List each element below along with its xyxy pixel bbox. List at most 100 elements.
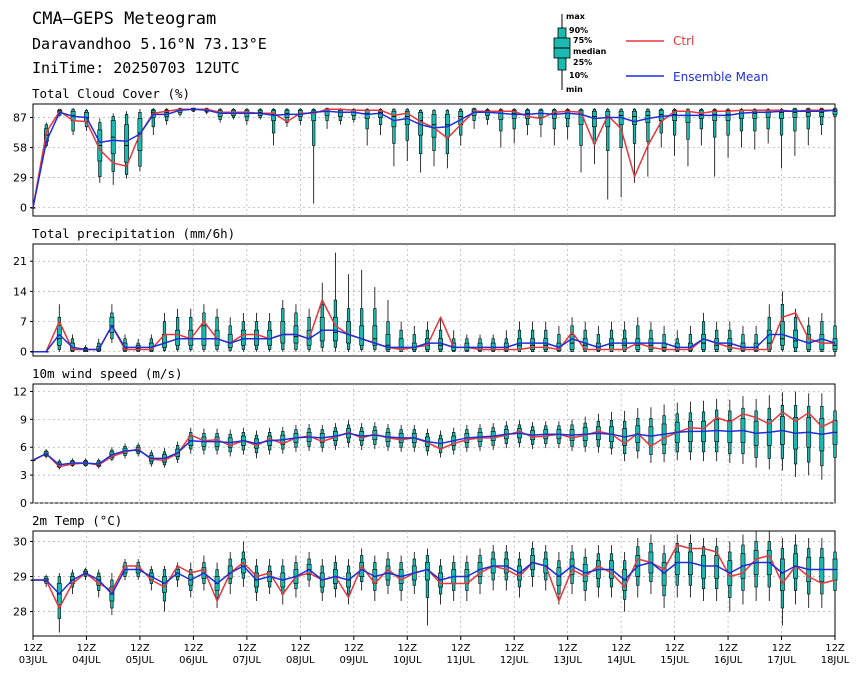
ensemble-box: [438, 317, 443, 352]
box-p25-p75: [780, 558, 785, 591]
box-p10-p90: [686, 108, 690, 140]
x-tick-label-date: 12JUL: [500, 655, 529, 666]
ensemble-box: [311, 108, 317, 204]
panel-wind: 0 3 6 9 12: [13, 383, 838, 510]
ensemble-box: [404, 108, 410, 162]
y-tick-label: 9: [20, 413, 27, 426]
panel-frame: [32, 103, 836, 217]
ensemble-box: [175, 308, 181, 352]
ensemble-box: [819, 107, 825, 136]
legend-p10-label: 10%: [569, 71, 588, 80]
legend-box-lower: [557, 57, 567, 71]
x-tick-label-date: 08JUL: [286, 655, 315, 666]
panels-group: 0 29 58 87 0 7 14 21 0 3 6 9 12 28 29 30: [13, 103, 838, 637]
panel-title-cloud: Total Cloud Cover (%): [32, 86, 190, 101]
ensemble-box: [124, 111, 129, 179]
panel-temp: 28 29 30: [13, 530, 838, 637]
ensemble-box: [346, 274, 351, 352]
legend-p25-label: 25%: [573, 58, 592, 67]
ensemble-box: [661, 545, 667, 608]
box-p10-p90: [699, 108, 703, 130]
box-p25-p75: [780, 321, 785, 346]
ensemble-box: [332, 252, 338, 352]
legend-median-label: median: [573, 47, 607, 56]
box-p25-p75: [739, 109, 744, 119]
ensemble-box: [217, 108, 223, 123]
box-p25-p75: [661, 562, 667, 586]
ensemble-box: [511, 108, 517, 144]
ensemble-box: [280, 559, 286, 605]
y-tick-label: 87: [13, 111, 27, 124]
ensemble-box: [319, 282, 325, 352]
panel-title-wind: 10m wind speed (m/s): [32, 366, 183, 381]
ensemble-box: [780, 291, 785, 352]
ensemble-mean-line: [32, 429, 836, 466]
box-p10-p90: [312, 108, 316, 146]
ensemble-box: [372, 287, 378, 352]
ensemble-box: [503, 545, 509, 591]
box-p10-p90: [672, 108, 677, 136]
x-tick-label-date: 16JUL: [714, 655, 743, 666]
ensemble-box: [701, 538, 706, 601]
ensemble-box: [792, 107, 798, 156]
box-p10-p90: [271, 108, 276, 134]
box-p25-p75: [124, 124, 129, 163]
box-p10-p90: [151, 108, 155, 128]
box-p25-p75: [240, 329, 246, 346]
box-p25-p75: [632, 110, 637, 126]
x-tick-label-hour: 12Z: [237, 643, 257, 654]
ensemble-box: [819, 393, 825, 480]
x-tick-label-hour: 12Z: [611, 643, 631, 654]
x-tick-label-hour: 12Z: [23, 643, 43, 654]
legend-mean-label: Ensemble Mean: [673, 70, 768, 84]
box-p10-p90: [365, 108, 369, 130]
legend-min-label: min: [566, 85, 583, 94]
ensemble-mean-line: [33, 325, 836, 353]
ensemble-box: [137, 109, 143, 172]
y-tick-label: 3: [20, 469, 27, 482]
x-tick-label-hour: 12Z: [397, 643, 417, 654]
ensemble-box: [391, 108, 397, 167]
x-tick-label-date: 11JUL: [446, 655, 475, 666]
box-p25-p75: [658, 109, 664, 121]
ensemble-box: [658, 108, 664, 148]
box-p25-p75: [280, 321, 286, 344]
box-p25-p75: [792, 108, 798, 118]
ensemble-box: [188, 308, 194, 352]
box-p10-p90: [726, 108, 730, 136]
ensemble-box: [674, 534, 680, 598]
ensemble-box: [543, 321, 549, 352]
ensemble-box: [635, 317, 641, 352]
legend-box-upper: [557, 27, 567, 39]
ensemble-box: [609, 321, 614, 352]
x-tick-label-hour: 12Z: [451, 643, 471, 654]
box-p25-p75: [701, 555, 706, 579]
box-p25-p75: [648, 338, 654, 350]
x-axis: 12Z03JUL12Z04JUL12Z05JUL12Z06JUL12Z07JUL…: [19, 636, 850, 666]
panel-frame: [32, 383, 836, 504]
ensemble-box: [674, 330, 680, 352]
ensemble-box: [385, 300, 391, 352]
box-p10-p90: [753, 108, 757, 132]
ensemble-box: [779, 108, 784, 169]
y-tick-label: 14: [13, 285, 27, 298]
y-tick-label: 12: [13, 385, 27, 398]
legend-ctrl-label: Ctrl: [673, 34, 694, 48]
x-tick-label-hour: 12Z: [504, 643, 524, 654]
ensemble-box: [832, 545, 838, 598]
y-tick-label: 28: [13, 606, 27, 619]
ensemble-box: [618, 108, 624, 198]
ensemble-box: [793, 534, 798, 605]
x-tick-label-date: 13JUL: [553, 655, 582, 666]
box-p10-p90: [806, 107, 810, 130]
ensemble-box: [832, 304, 838, 352]
ensemble-box: [284, 108, 290, 127]
ensemble-box: [714, 538, 720, 601]
panel-title-temp: 2m Temp (°C): [32, 513, 122, 528]
box-p25-p75: [832, 338, 838, 350]
box-p25-p75: [201, 325, 207, 346]
y-tick-label: 58: [13, 142, 27, 155]
ensemble-box: [451, 330, 457, 352]
ensemble-box: [740, 534, 746, 605]
